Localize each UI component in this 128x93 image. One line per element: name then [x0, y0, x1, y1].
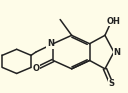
Text: N: N — [114, 48, 121, 57]
Text: O: O — [32, 64, 39, 73]
Text: S: S — [108, 79, 114, 88]
Text: OH: OH — [107, 17, 121, 26]
Text: N: N — [47, 39, 54, 48]
